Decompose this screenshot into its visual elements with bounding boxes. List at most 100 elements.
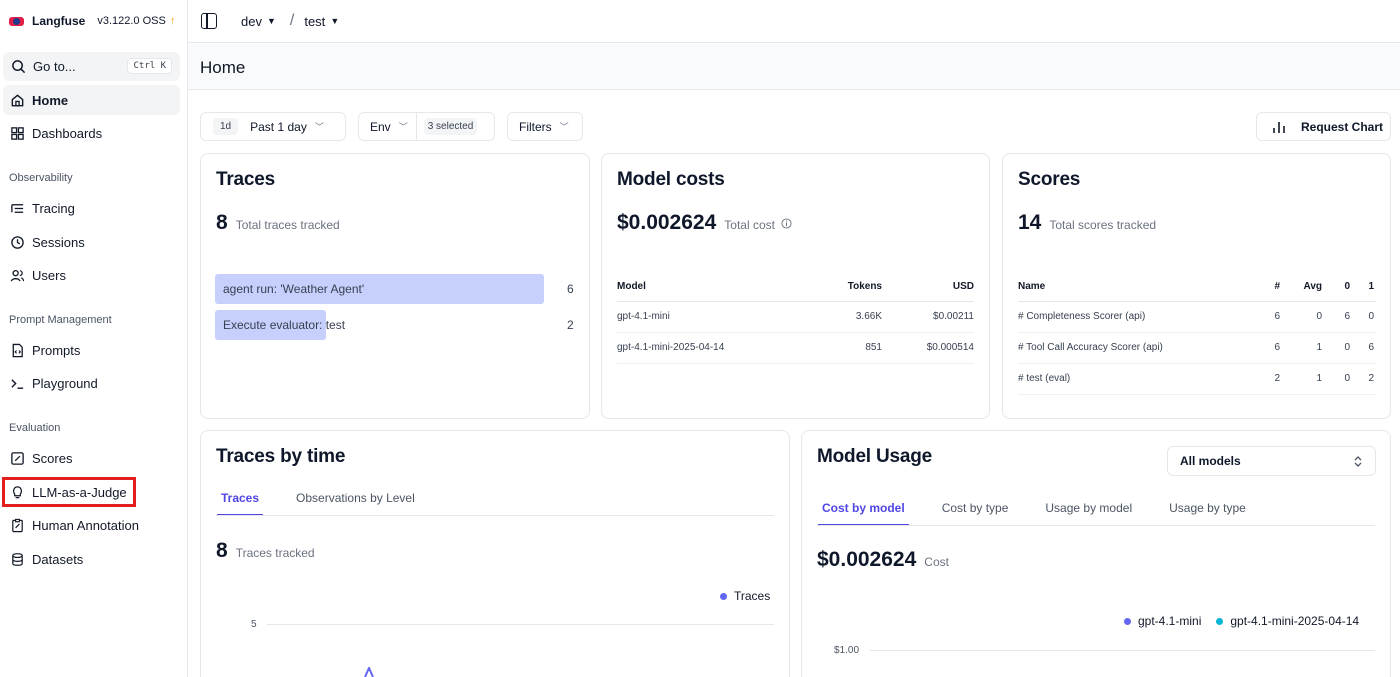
trace-bar-fill <box>215 274 545 304</box>
sidebar-item-label: Playground <box>32 375 98 391</box>
tab-cost-by-type[interactable]: Cost by type <box>941 501 1009 515</box>
tab-traces[interactable]: Traces <box>217 491 264 516</box>
score-icon <box>10 451 25 466</box>
goto-shortcut: Ctrl K <box>127 58 172 74</box>
column-header-zero: 0 <box>1322 273 1350 302</box>
brand[interactable]: Langfuse v3.122.0 OSS ↑ <box>9 12 175 30</box>
langfuse-logo-icon <box>9 16 24 27</box>
sidebar-item-label: Datasets <box>32 551 84 567</box>
goto-search-button[interactable]: Go to... Ctrl K <box>3 52 180 81</box>
brand-version: v3.122.0 OSS <box>97 15 166 27</box>
column-header-count: # <box>1250 273 1280 302</box>
cell-model: gpt-4.1-mini-2025-04-14 <box>617 332 818 364</box>
model-select[interactable]: All models <box>1167 446 1376 476</box>
cell-count: 2 <box>1250 363 1280 395</box>
usage-cost-total: $0.002624 Cost <box>817 548 949 572</box>
sidebar: Langfuse v3.122.0 OSS ↑ Go to... Ctrl K … <box>0 0 188 677</box>
table-row[interactable]: # test (eval) 2 1 0 2 <box>1018 363 1376 395</box>
sidebar-item-llm-as-a-judge[interactable]: LLM-as-a-Judge <box>3 477 180 507</box>
chart-line-peak <box>364 667 374 677</box>
legend-dot <box>720 592 727 600</box>
cell-count: 6 <box>1250 301 1280 333</box>
legend-label: gpt-4.1-mini <box>1138 614 1202 628</box>
trace-bar-count: 2 <box>567 318 574 332</box>
chevron-down-icon: ﹀ <box>559 122 569 132</box>
sidebar-toggle-icon[interactable] <box>201 13 217 29</box>
sidebar-item-human-annotation[interactable]: Human Annotation <box>3 510 180 540</box>
tab-observations-by-level[interactable]: Observations by Level <box>296 491 415 505</box>
sidebar-item-playground[interactable]: Playground <box>3 368 180 398</box>
traces-by-time-card: Traces by time Traces Observations by Le… <box>200 430 790 677</box>
tracing-icon <box>10 201 25 216</box>
traces-title: Traces <box>216 169 276 190</box>
model-usage-title: Model Usage <box>817 446 932 467</box>
highlight-box <box>2 477 136 507</box>
model-usage-tabs: Cost by model Cost by type Usage by mode… <box>818 501 1279 526</box>
home-icon <box>10 93 25 108</box>
traces-total: 8 Total traces tracked <box>216 211 340 235</box>
tab-usage-by-type[interactable]: Usage by type <box>1169 501 1246 515</box>
filters-button[interactable]: Filters ﹀ <box>507 112 583 141</box>
table-row[interactable]: gpt-4.1-mini-2025-04-14 851 $0.000514 <box>617 332 974 364</box>
gridline <box>267 624 774 625</box>
update-arrow-icon[interactable]: ↑ <box>169 15 176 27</box>
org-name: dev <box>241 13 262 29</box>
scores-total-label: Total scores tracked <box>1049 218 1157 232</box>
model-usage-card: Model Usage All models Cost by model Cos… <box>801 430 1391 677</box>
column-header-tokens: Tokens <box>817 273 882 302</box>
cell-name: # Completeness Scorer (api) <box>1018 301 1250 333</box>
y-axis-tick: $1.00 <box>834 645 860 656</box>
table-header-row: Model Tokens USD <box>617 273 974 302</box>
table-header-row: Name # Avg 0 1 <box>1018 273 1376 302</box>
cell-count: 6 <box>1250 332 1280 364</box>
table-row[interactable]: # Completeness Scorer (api) 6 0 6 0 <box>1018 301 1376 333</box>
sidebar-item-dashboards[interactable]: Dashboards <box>3 118 180 148</box>
sidebar-item-sessions[interactable]: Sessions <box>3 227 180 257</box>
traces-total-label: Total traces tracked <box>235 218 340 232</box>
cell-zero: 0 <box>1322 332 1350 364</box>
env-label: Env <box>370 119 391 134</box>
cell-name: # Tool Call Accuracy Scorer (api) <box>1018 332 1250 364</box>
legend-dot <box>1216 617 1224 625</box>
sidebar-item-scores[interactable]: Scores <box>3 443 180 473</box>
file-code-icon <box>10 343 25 358</box>
clock-icon <box>10 235 25 250</box>
sidebar-item-prompts[interactable]: Prompts <box>3 335 180 365</box>
table-row[interactable]: # Tool Call Accuracy Scorer (api) 6 1 0 … <box>1018 332 1376 364</box>
model-costs-total-value: $0.002624 <box>617 211 717 234</box>
tab-cost-by-model[interactable]: Cost by model <box>818 501 909 526</box>
date-range-pill: 1d <box>213 118 239 135</box>
sidebar-item-tracing[interactable]: Tracing <box>3 193 180 223</box>
sidebar-item-label: Prompts <box>32 342 81 358</box>
tab-usage-by-model[interactable]: Usage by model <box>1045 501 1133 515</box>
trace-bar-label: agent run: 'Weather Agent' <box>223 282 365 296</box>
legend-label: Traces <box>734 589 771 603</box>
trace-bar-row[interactable]: Execute evaluator: test 2 <box>215 310 595 340</box>
sidebar-item-label: LLM-as-a-Judge <box>32 484 127 500</box>
table-row[interactable]: gpt-4.1-mini 3.66K $0.00211 <box>617 301 974 333</box>
request-chart-button[interactable]: Request Chart <box>1256 112 1391 141</box>
sidebar-item-users[interactable]: Users <box>3 260 180 290</box>
env-filter[interactable]: Env ﹀ 3 selected <box>358 112 495 141</box>
page-header: Home <box>188 43 1400 90</box>
sidebar-item-label: Tracing <box>32 200 75 216</box>
bar-chart-icon <box>1273 121 1285 133</box>
traces-tracked-total: 8 Traces tracked <box>216 539 315 563</box>
sidebar-item-datasets[interactable]: Datasets <box>3 544 180 574</box>
tab-underline <box>216 515 774 516</box>
breadcrumb-org[interactable]: dev ▼ <box>241 14 276 29</box>
traces-tracked-label: Traces tracked <box>235 546 315 560</box>
traces-card: Traces 8 Total traces tracked agent run:… <box>200 153 590 419</box>
chevron-down-icon: ▼ <box>266 16 276 26</box>
trace-bar-count: 6 <box>567 282 574 296</box>
breadcrumb-project[interactable]: test ▼ <box>304 14 339 29</box>
model-costs-card: Model costs $0.002624 Total cost Model T… <box>601 153 990 419</box>
cell-one: 2 <box>1350 363 1376 395</box>
date-range-picker[interactable]: 1d Past 1 day ﹀ <box>200 112 346 141</box>
trace-bar-row[interactable]: agent run: 'Weather Agent' 6 <box>215 274 595 304</box>
cell-zero: 0 <box>1322 363 1350 395</box>
info-icon[interactable] <box>781 218 792 229</box>
section-label-observability: Observability <box>9 172 73 184</box>
dashboard-icon <box>10 126 25 141</box>
sidebar-item-home[interactable]: Home <box>3 85 180 115</box>
